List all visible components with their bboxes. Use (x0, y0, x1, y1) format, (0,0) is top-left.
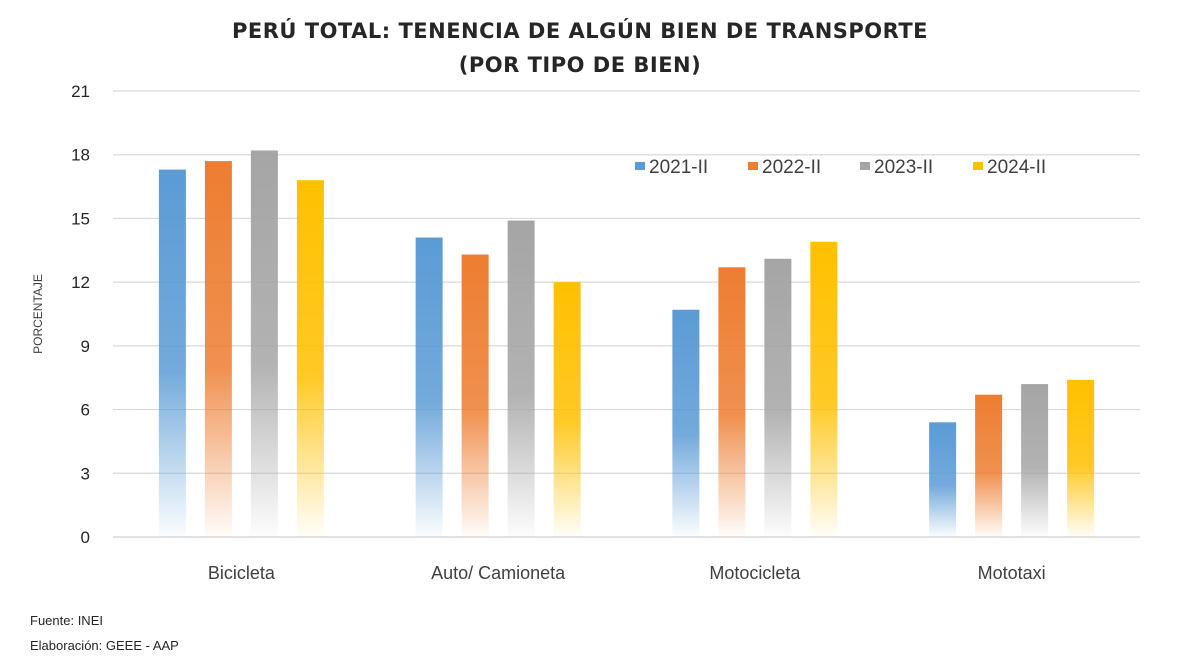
category-label: Bicicleta (208, 563, 276, 583)
legend-label: 2022-II (762, 157, 821, 178)
y-axis-label: PORCENTAJE (31, 274, 45, 354)
y-tick-labels: 0 3 6 9 12 15 18 21 (71, 82, 90, 547)
bars (158, 150, 1095, 538)
y-tick-label: 0 (81, 528, 90, 547)
bar-2021-II-Motocicleta (672, 309, 700, 537)
bar-2022-II-Auto/ Camioneta (461, 254, 489, 538)
bar-2024-II-Auto/ Camioneta (553, 282, 581, 537)
y-tick-label: 18 (71, 146, 90, 165)
bar-2021-II-Bicicleta (158, 169, 186, 538)
category-label: Mototaxi (978, 563, 1046, 583)
bar-2021-II-Mototaxi (929, 422, 957, 537)
legend-swatch (860, 162, 870, 170)
source-note: Fuente: INEI (30, 613, 103, 628)
legend: 2021-II 2022-II 2023-II 2024-II (635, 157, 1046, 178)
bar-2022-II-Motocicleta (718, 267, 746, 537)
bar-2021-II-Auto/ Camioneta (415, 237, 443, 538)
y-tick-label: 3 (81, 464, 90, 483)
author-note: Elaboración: GEEE - AAP (30, 638, 179, 653)
category-label: Motocicleta (709, 563, 801, 583)
chart-title: PERÚ TOTAL: TENENCIA DE ALGÚN BIEN DE TR… (232, 18, 928, 43)
bar-2023-II-Bicicleta (250, 150, 278, 537)
legend-label: 2021-II (649, 157, 708, 178)
chart-subtitle: (POR TIPO DE BIEN) (459, 53, 701, 77)
y-tick-label: 15 (71, 209, 90, 228)
y-tick-label: 12 (71, 273, 90, 292)
bar-2023-II-Mototaxi (1021, 384, 1049, 537)
y-tick-label: 9 (81, 337, 90, 356)
gridlines (113, 90, 1140, 538)
bar-2022-II-Bicicleta (204, 161, 232, 538)
bar-2022-II-Mototaxi (975, 394, 1003, 537)
legend-swatch (635, 162, 645, 170)
legend-swatch (973, 162, 983, 170)
legend-label: 2023-II (874, 157, 933, 178)
y-tick-label: 6 (81, 401, 90, 420)
y-tick-label: 21 (71, 82, 90, 101)
bar-2023-II-Auto/ Camioneta (507, 220, 535, 538)
category-labels: Bicicleta Auto/ Camioneta Motocicleta Motot… (208, 563, 1046, 583)
legend-swatch (748, 162, 758, 170)
legend-label: 2024-II (987, 157, 1046, 178)
category-label: Auto/ Camioneta (431, 563, 566, 583)
bar-2024-II-Motocicleta (810, 241, 838, 538)
bar-2024-II-Mototaxi (1067, 379, 1095, 537)
bar-2023-II-Motocicleta (764, 258, 792, 537)
bar-2024-II-Bicicleta (296, 180, 324, 537)
